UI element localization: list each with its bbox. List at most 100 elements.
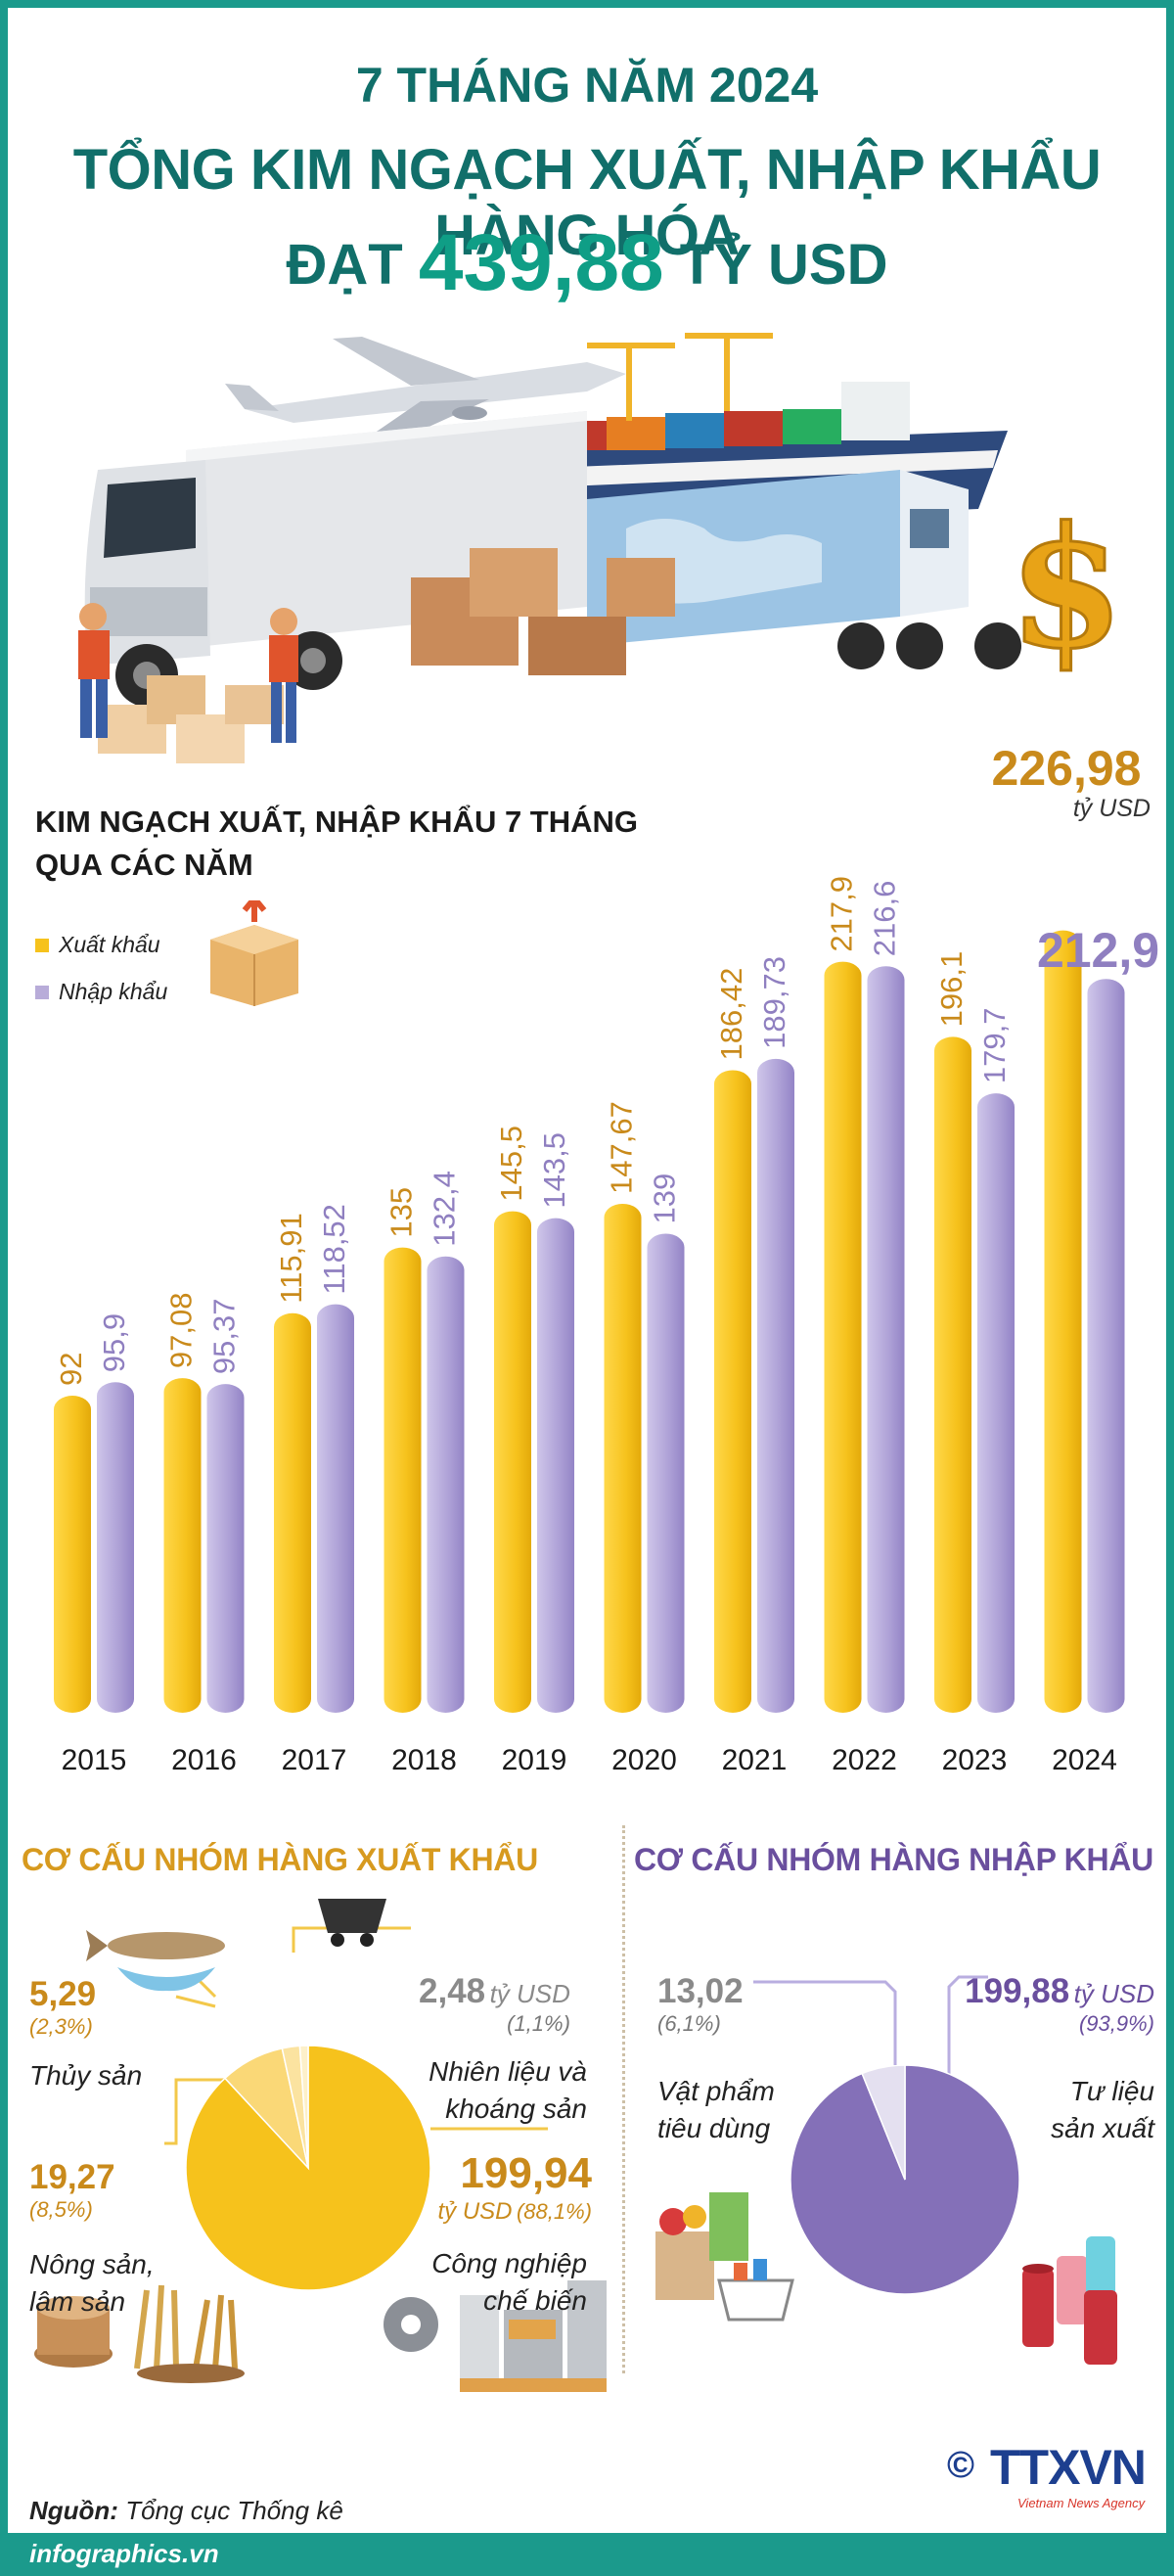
label-export-2023: 196,1 [934, 951, 969, 1028]
consumer-goods-icon [655, 2192, 794, 2322]
label-export-2020: 147,67 [605, 1101, 639, 1194]
import-structure-title: CƠ CẤU NHÓM HÀNG NHẬP KHẨU [634, 1842, 1153, 1877]
legend-import: Nhập khẩu [35, 979, 167, 1005]
industry-icon [384, 2280, 607, 2392]
export-graphics [34, 1899, 607, 2392]
svg-text:$: $ [1009, 490, 1124, 686]
label-export-2021: 186,42 [714, 968, 748, 1061]
bar-import-2015 [97, 1382, 134, 1713]
source-text: Tổng cục Thống kê [125, 2496, 343, 2525]
bar-export-2017 [274, 1312, 311, 1713]
export-agri-label: Nông sản, lâm sản [29, 2246, 155, 2321]
title-suffix: TỶ USD [679, 233, 888, 297]
export-processing-value: 199,94 [460, 2149, 592, 2197]
bar-import-2019 [537, 1218, 574, 1713]
x-tick-2023: 2023 [942, 1744, 1008, 1776]
import-consumer-label: Vật phẩm tiêu dùng [657, 2073, 775, 2147]
import-consumer-label-1: Vật phẩm [657, 2076, 775, 2106]
source-note: Nguồn: Tổng cục Thống kê [29, 2496, 343, 2526]
export-agri-pct: (8,5%) [29, 2197, 93, 2222]
export-item-fishery: 5,29 (2,3%) [29, 1975, 96, 2040]
label-export-2015: 92 [54, 1353, 88, 1386]
export-agri-label-1: Nông sản, [29, 2249, 155, 2279]
x-tick-2018: 2018 [391, 1744, 457, 1776]
import-graphics [655, 1975, 1117, 2365]
x-tick-2020: 2020 [611, 1744, 677, 1776]
export-pie-chart [186, 2046, 430, 2290]
x-tick-2024: 2024 [1052, 1744, 1117, 1776]
bar-export-2022 [824, 961, 862, 1713]
crops-icon [34, 2284, 245, 2383]
bar-export-2020 [604, 1203, 642, 1713]
x-tick-2019: 2019 [502, 1744, 567, 1776]
label-import-2017: 118,52 [317, 1204, 351, 1295]
bar-import-2022 [867, 966, 905, 1713]
import-production-unit: tỷ USD [1073, 1979, 1154, 2008]
dollar-sign-icon: $ [1007, 489, 1125, 688]
export-processing-label-1: Công nghiệp [431, 2248, 587, 2278]
label-import-2021: 189,73 [757, 956, 791, 1049]
import-production-label: Tư liệu sản xuất [978, 2073, 1154, 2147]
label-import-2020: 139 [648, 1173, 682, 1224]
label-import-2016: 95,37 [207, 1299, 242, 1375]
pie-slice-consumer [861, 2065, 906, 2181]
footer-site-link[interactable]: infographics.vn [29, 2539, 219, 2568]
logo-subtitle: Vietnam News Agency [1017, 2496, 1146, 2510]
export-item-fuel: 2,48 tỷ USD (1,1%) [419, 1972, 570, 2037]
coal-cart-icon [318, 1899, 386, 1947]
bar-export-2021 [714, 1070, 751, 1713]
label-export-2022: 217,9 [825, 876, 859, 952]
export-item-processing: 199,94 tỷ USD (88,1%) [411, 2149, 592, 2226]
chart-title-line-2: QUA CÁC NĂM [35, 848, 253, 882]
import-pie-chart [790, 2065, 1019, 2294]
truck-icon [84, 411, 1021, 707]
fish-icon [86, 1930, 225, 1992]
ttxvn-logo: © TTXVN Vietnam News Agency [947, 2439, 1152, 2515]
x-tick-2022: 2022 [832, 1744, 897, 1776]
bar-import-2020 [647, 1233, 685, 1713]
copyright-icon: © [947, 2445, 974, 2486]
export-fuel-label-2: khoáng sản [445, 2093, 587, 2124]
x-tick-2017: 2017 [282, 1744, 347, 1776]
logo-text: TTXVN [990, 2440, 1147, 2495]
export-fishery-value: 5,29 [29, 1975, 97, 2013]
export-processing-pct: (88,1%) [516, 2199, 592, 2224]
import-production-value: 199,88 [965, 1972, 1070, 2010]
worker-icon [78, 603, 298, 743]
x-tick-2021: 2021 [722, 1744, 788, 1776]
export-fishery-label: Thủy sản [29, 2060, 143, 2091]
export-fuel-unit: tỷ USD [489, 1979, 570, 2008]
x-tick-2015: 2015 [62, 1744, 127, 1776]
import-production-pct: (93,9%) [1078, 2011, 1154, 2036]
export-fuel-value: 2,48 [419, 1972, 486, 2010]
export-agri-label-2: lâm sản [29, 2286, 126, 2317]
bar-export-2023 [934, 1036, 971, 1713]
export-fuel-label-1: Nhiên liệu và [429, 2056, 587, 2087]
bar-import-2016 [206, 1384, 245, 1713]
import-consumer-value: 13,02 [657, 1972, 744, 2010]
thread-spools-icon [1022, 2236, 1117, 2365]
chart-title: KIM NGẠCH XUẤT, NHẬP KHẨU 7 THÁNG QUA CÁ… [35, 801, 661, 887]
legend-export-label: Xuất khẩu [59, 932, 160, 957]
export-box-icon [210, 900, 298, 1006]
export-fuel-pct: (1,1%) [507, 2011, 570, 2036]
title-total-value: 439,88 [418, 218, 664, 307]
title-line-3: ĐẠT 439,88 TỶ USD [0, 217, 1174, 309]
bar-import-2023 [977, 1093, 1015, 1713]
bar-export-2018 [384, 1247, 422, 1713]
callout-unit: tỷ USD [1072, 795, 1151, 822]
export-item-agri: 19,27 (8,5%) [29, 2158, 115, 2223]
chart-title-line-1: KIM NGẠCH XUẤT, NHẬP KHẨU 7 THÁNG [35, 805, 639, 839]
bar-chart: 92 95,9 2015 97,08 95,37 2016 115,91 118,52 2017… [54, 876, 1159, 1776]
import-consumer-label-2: tiêu dùng [657, 2113, 771, 2143]
export-structure-title: CƠ CẤU NHÓM HÀNG XUẤT KHẨU [22, 1842, 538, 1877]
export-fuel-label: Nhiên liệu và khoáng sản [372, 2053, 587, 2128]
callout-value: 226,98 [991, 741, 1142, 796]
pie-slice-fuel [298, 2046, 309, 2169]
import-consumer-pct: (6,1%) [657, 2011, 721, 2036]
section-divider [622, 1825, 625, 2373]
logistics-illustration: $ [78, 333, 1126, 763]
bar-export-2019 [494, 1211, 531, 1713]
legend-import-swatch [35, 985, 49, 999]
bar-import-2018 [427, 1256, 465, 1713]
